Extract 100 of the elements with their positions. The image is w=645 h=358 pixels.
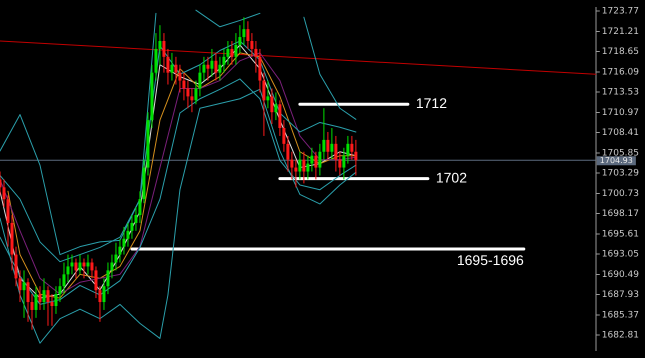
candlestick <box>334 135 338 172</box>
y-tick-label: 1716.09 <box>602 67 640 78</box>
candlestick <box>134 206 138 232</box>
candlestick <box>298 151 302 180</box>
candlestick <box>306 155 310 180</box>
candlestick <box>234 32 238 66</box>
y-tick-label: 1710.97 <box>602 108 639 118</box>
candlestick <box>226 40 230 66</box>
candlestick <box>126 222 130 248</box>
candlestick <box>302 151 306 184</box>
candlestick <box>54 286 58 314</box>
candlestick <box>130 214 134 240</box>
candlestick <box>154 32 158 82</box>
candlestick <box>86 254 90 275</box>
candlestick <box>162 32 166 74</box>
candlestick <box>14 246 18 287</box>
candlestick <box>274 92 278 121</box>
y-tick-label: 1705.85 <box>602 148 639 158</box>
candlestick <box>46 286 50 326</box>
y-tick-label: 1721.21 <box>602 26 639 37</box>
candlestick <box>258 48 262 93</box>
candlestick <box>70 254 74 275</box>
candlestick <box>18 270 22 303</box>
y-tick-label: 1682.81 <box>602 330 639 341</box>
candlestick <box>266 80 270 109</box>
candlestick <box>286 135 290 172</box>
candlestick <box>2 178 6 208</box>
candlestick <box>322 108 326 160</box>
candlestick <box>166 48 170 86</box>
candlestick <box>30 294 34 330</box>
y-tick-label: 1685.37 <box>602 310 639 320</box>
candlestick <box>122 226 126 256</box>
candlestick <box>90 258 94 279</box>
candlestick <box>210 48 214 78</box>
candlestick <box>186 80 190 109</box>
candlestick <box>82 258 86 279</box>
y-tick-label: 1708.41 <box>602 128 639 138</box>
candlestick <box>326 131 330 160</box>
y-tick-label: 1723.77 <box>602 6 639 17</box>
candlestick <box>138 190 142 224</box>
candlestick <box>42 278 46 310</box>
candlestick <box>250 32 254 58</box>
y-tick-label: 1700.73 <box>602 188 639 199</box>
candlestick <box>350 135 354 160</box>
candlestick <box>354 139 358 176</box>
series-label: 1712 <box>416 95 448 112</box>
candlestick <box>294 159 298 188</box>
candlestick <box>202 56 206 82</box>
y-tick-label: 1695.61 <box>602 229 639 240</box>
candlestick <box>246 20 250 50</box>
candlestick <box>118 238 122 263</box>
candlestick <box>278 100 282 136</box>
candlestick <box>214 52 218 82</box>
candlestick <box>218 56 222 82</box>
candlestick <box>6 194 10 248</box>
y-tick-label: 1718.65 <box>602 47 639 58</box>
candlestick <box>74 258 78 279</box>
candlestick <box>242 16 246 46</box>
candlestick <box>222 48 226 74</box>
y-tick-label: 1693.05 <box>602 250 639 260</box>
candlestick <box>238 24 242 54</box>
candlestick <box>106 262 110 295</box>
candlestick <box>110 254 114 279</box>
candlestick <box>38 286 42 310</box>
candlestick <box>194 80 198 105</box>
candlestick <box>330 128 334 160</box>
candlestick <box>290 151 294 180</box>
y-tick-label: 1703.29 <box>602 168 640 179</box>
candlestick <box>190 88 194 113</box>
candlestick <box>62 262 66 295</box>
candlestick <box>270 88 274 125</box>
y-tick-label: 1690.49 <box>602 270 640 280</box>
candlestick <box>318 143 322 176</box>
candlestick <box>98 286 102 322</box>
candlestick <box>310 147 314 172</box>
ref-line-label: 1704.93 <box>600 156 633 165</box>
candlestick <box>346 135 350 164</box>
y-tick-label: 1713.53 <box>602 88 639 98</box>
candlestick <box>178 64 182 93</box>
y-tick-label: 1687.93 <box>602 290 639 300</box>
candlestick <box>282 120 286 152</box>
candlestick <box>182 72 186 101</box>
candlestick <box>262 72 266 136</box>
candlestick <box>174 56 178 86</box>
series-label: 1695-1696 <box>456 252 524 268</box>
candlestick <box>198 64 202 97</box>
candlestick <box>254 40 258 74</box>
candlestick <box>94 266 98 299</box>
candlestick <box>34 286 38 318</box>
y-tick-label: 1698.17 <box>602 209 639 220</box>
candlestick <box>22 270 26 318</box>
candlestick <box>114 242 118 271</box>
candlestick <box>102 278 106 310</box>
candlestick <box>158 24 162 66</box>
candlestick <box>230 40 234 66</box>
candlestick <box>170 52 174 82</box>
candlestick <box>26 278 30 322</box>
candlestick <box>342 147 346 180</box>
candlestick <box>314 151 318 180</box>
candlestick <box>206 56 210 82</box>
